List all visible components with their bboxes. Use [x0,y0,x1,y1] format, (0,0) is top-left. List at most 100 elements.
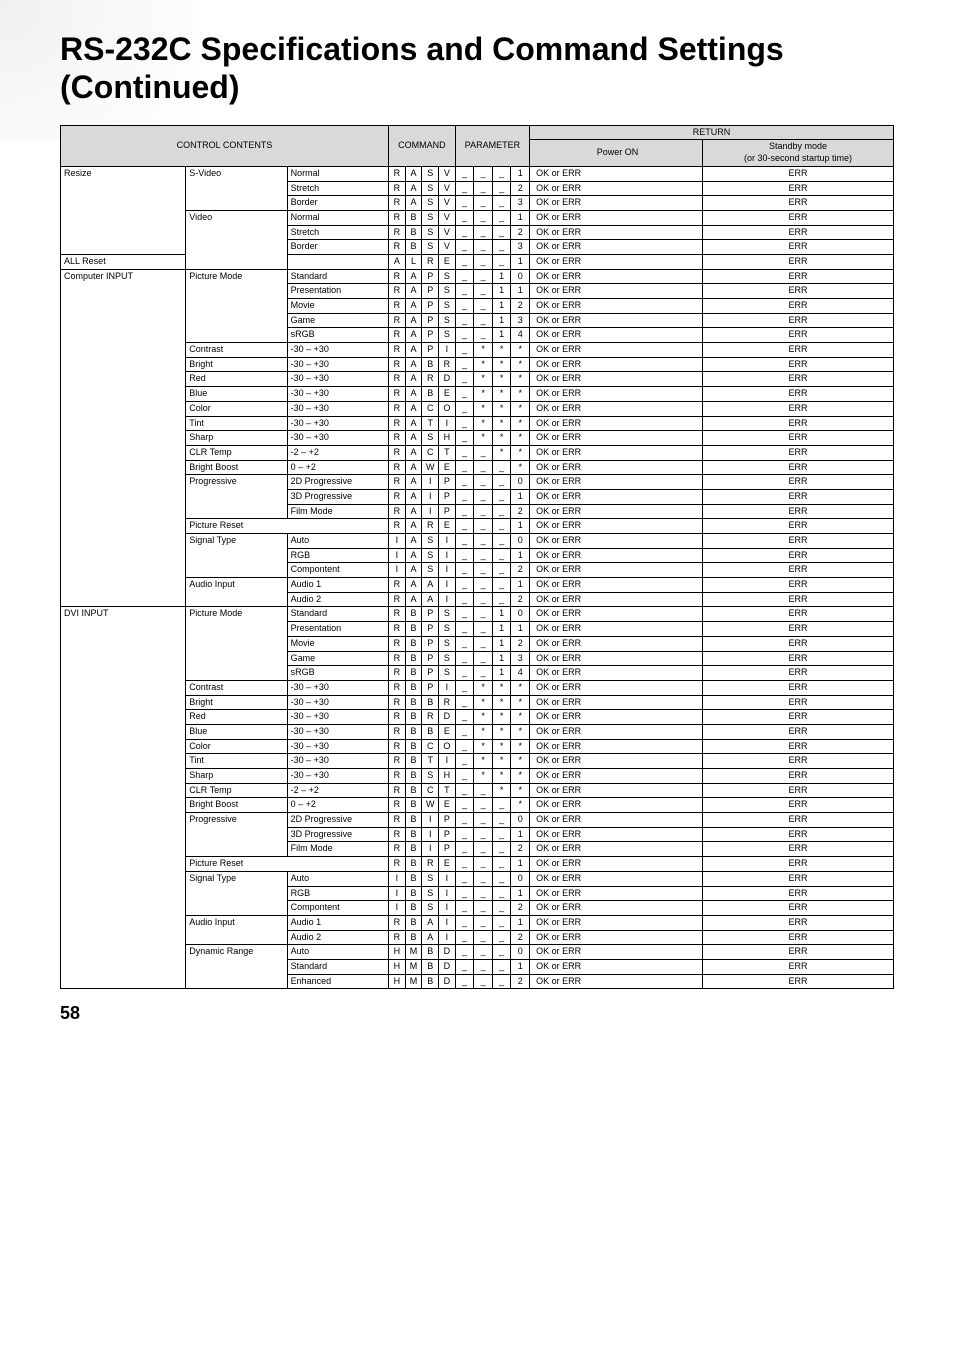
cell-power-on: OK or ERR [530,269,703,284]
table-row: Bright-30 – +30RABR_***OK or ERRERR [61,357,894,372]
cell-command-char: I [422,842,439,857]
cell-command-char: A [405,431,422,446]
table-row: Bright Boost0 – +2RAWE___*OK or ERRERR [61,460,894,475]
cell-command-char: R [388,636,405,651]
cell-command-char: B [405,710,422,725]
cell-power-on: OK or ERR [530,416,703,431]
cell-command-char: S [422,886,439,901]
cell-command-char: A [405,563,422,578]
cell-command-char: T [439,445,456,460]
cell-command-char: S [422,769,439,784]
cell-command-char: W [422,798,439,813]
cell-parameter-char: _ [455,666,474,681]
cell-item: 0 – +2 [287,460,388,475]
cell-command-char: P [439,827,456,842]
cell-command-char: S [422,210,439,225]
cell-command-char: V [439,240,456,255]
cell-command-char: B [405,225,422,240]
cell-command-char: R [388,680,405,695]
cell-parameter-char: _ [474,313,493,328]
cell-power-on: OK or ERR [530,548,703,563]
cell-command-char: S [422,871,439,886]
cell-command-char: V [439,181,456,196]
cell-parameter-char: * [511,460,530,475]
cell-power-on: OK or ERR [530,254,703,269]
cell-parameter-char: _ [492,915,511,930]
table-row: Sharp-30 – +30RASH_***OK or ERRERR [61,431,894,446]
table-row: Red-30 – +30RBRD_***OK or ERRERR [61,710,894,725]
cell-item: -2 – +2 [287,445,388,460]
cell-command-char: B [422,387,439,402]
th-standby: Standby mode (or 30-second startup time) [703,140,894,166]
cell-power-on: OK or ERR [530,166,703,181]
table-row: Computer INPUTPicture ModeStandardRAPS__… [61,269,894,284]
cell-parameter-char: _ [492,254,511,269]
cell-command-char: P [422,299,439,314]
cell-parameter-char: _ [455,343,474,358]
cell-parameter-char: * [511,754,530,769]
cell-standby: ERR [703,372,894,387]
cell-standby: ERR [703,842,894,857]
cell-parameter-char: _ [455,269,474,284]
cell-subcategory: Picture Mode [186,607,287,680]
cell-parameter-char: 0 [511,871,530,886]
cell-standby: ERR [703,710,894,725]
cell-parameter-char: _ [455,959,474,974]
cell-command-char: M [405,959,422,974]
cell-command-char: E [439,254,456,269]
cell-command-char: A [422,592,439,607]
cell-parameter-char: * [492,724,511,739]
cell-command-char: E [439,519,456,534]
cell-parameter-char: _ [492,548,511,563]
cell-parameter-char: _ [455,857,474,872]
cell-parameter-char: 1 [511,959,530,974]
cell-parameter-char: _ [492,798,511,813]
cell-parameter-char: _ [474,857,493,872]
cell-command-char: H [439,431,456,446]
cell-command-char: B [405,651,422,666]
cell-command-char: B [405,857,422,872]
cell-command-char: W [422,460,439,475]
cell-parameter-char: _ [474,974,493,989]
cell-parameter-char: _ [455,739,474,754]
cell-power-on: OK or ERR [530,666,703,681]
cell-parameter-char: * [511,769,530,784]
cell-command-char: R [422,519,439,534]
cell-parameter-char: 1 [511,548,530,563]
cell-power-on: OK or ERR [530,739,703,754]
cell-power-on: OK or ERR [530,680,703,695]
cell-parameter-char: _ [474,842,493,857]
cell-subcategory: Color [186,401,287,416]
cell-parameter-char: 0 [511,475,530,490]
cell-power-on: OK or ERR [530,504,703,519]
cell-item: Enhanced [287,974,388,989]
cell-standby: ERR [703,387,894,402]
cell-command-char: I [422,813,439,828]
cell-command-char: S [439,622,456,637]
cell-item: Audio 1 [287,578,388,593]
cell-power-on: OK or ERR [530,974,703,989]
cell-command-char: R [388,299,405,314]
cell-parameter-char: 3 [511,651,530,666]
cell-parameter-char: _ [455,754,474,769]
cell-standby: ERR [703,974,894,989]
cell-item: Movie [287,636,388,651]
cell-parameter-char: _ [474,196,493,211]
cell-parameter-char: * [511,387,530,402]
cell-command-char: R [388,915,405,930]
cell-parameter-char: * [511,372,530,387]
cell-parameter-char: 1 [511,578,530,593]
cell-parameter-char: _ [455,181,474,196]
cell-command-char: B [405,886,422,901]
cell-command-char: S [422,563,439,578]
cell-power-on: OK or ERR [530,225,703,240]
cell-parameter-char: 1 [511,284,530,299]
cell-item: sRGB [287,328,388,343]
cell-command-char: E [439,460,456,475]
cell-parameter-char: _ [492,930,511,945]
cell-command-char: S [439,651,456,666]
cell-item: -30 – +30 [287,387,388,402]
cell-command-char: B [405,754,422,769]
cell-standby: ERR [703,680,894,695]
cell-parameter-char: * [511,343,530,358]
